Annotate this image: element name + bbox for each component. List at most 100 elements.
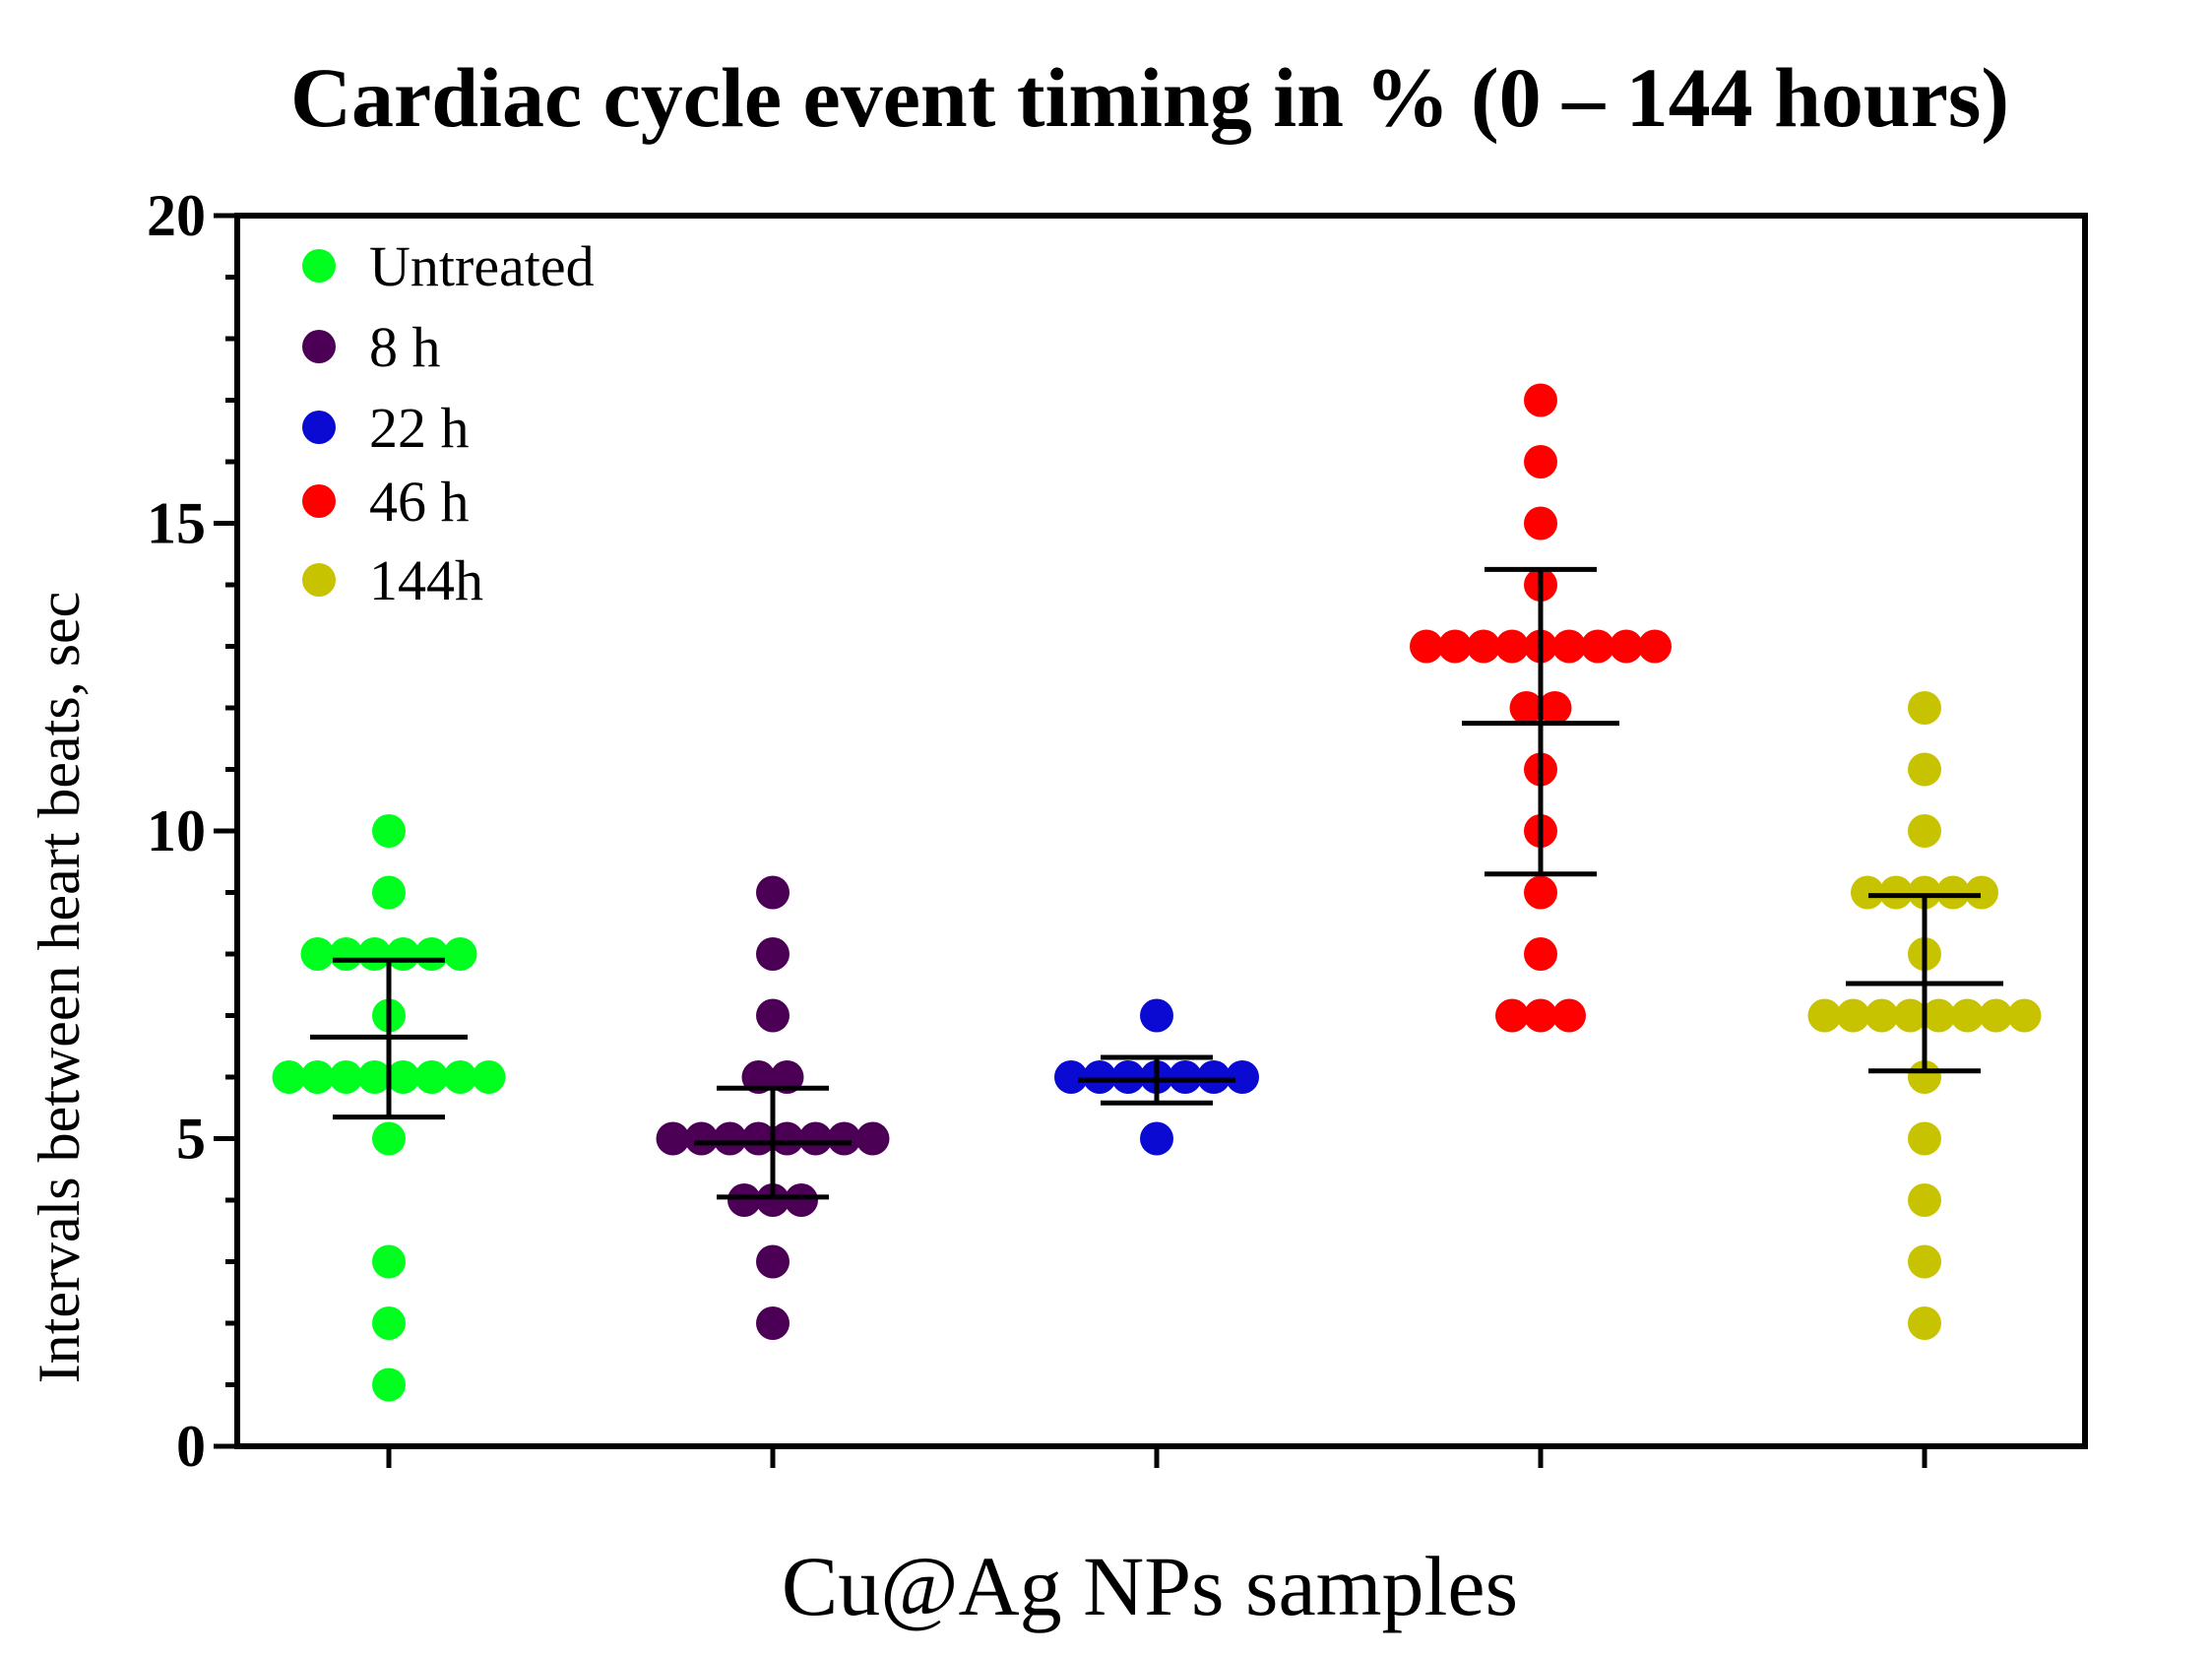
data-point	[1851, 875, 1884, 910]
x-axis	[386, 1446, 1928, 1468]
data-point	[1140, 998, 1173, 1033]
data-point	[300, 1060, 335, 1094]
data-point	[386, 1060, 420, 1094]
data-point	[1908, 1183, 1941, 1217]
data-point	[414, 937, 449, 971]
data-point	[1410, 629, 1443, 664]
data-point	[357, 937, 392, 971]
data-point	[1495, 998, 1529, 1033]
data-point	[1908, 814, 1941, 848]
data-point	[1879, 875, 1913, 910]
data-point	[1524, 998, 1557, 1033]
data-point	[756, 937, 790, 971]
data-point	[1524, 383, 1557, 417]
data-point	[741, 1060, 776, 1094]
mean-sd-bars	[310, 566, 2003, 1200]
data-point	[1438, 629, 1472, 664]
data-point	[386, 937, 420, 971]
data-point	[372, 1244, 406, 1279]
chart-title: Cardiac cycle event timing in % (0 – 144…	[290, 50, 2009, 145]
data-point	[855, 1121, 890, 1156]
data-point	[1908, 1306, 1941, 1340]
data-point	[1908, 752, 1941, 787]
data-point	[756, 1183, 790, 1217]
legend-marker	[302, 330, 336, 363]
legend-marker	[302, 563, 336, 597]
data-point	[684, 1121, 719, 1156]
data-point	[372, 1368, 406, 1402]
data-point	[372, 1306, 406, 1340]
data-point	[741, 1121, 776, 1156]
data-point	[1169, 1060, 1202, 1094]
data-point	[1524, 875, 1557, 910]
data-point	[827, 1121, 861, 1156]
data-point	[1908, 1121, 1941, 1156]
data-point	[300, 937, 335, 971]
y-tick-label: 5	[176, 1107, 206, 1172]
plot-frame	[234, 213, 2088, 1449]
data-points	[272, 383, 2042, 1402]
data-point	[1908, 1244, 1941, 1279]
x-axis-label: Cu@Ag NPs samples	[782, 1539, 1518, 1633]
data-point	[443, 937, 477, 971]
data-point	[1054, 1060, 1088, 1094]
data-point	[1538, 691, 1572, 725]
data-point	[2007, 998, 2042, 1033]
y-axis-label: Intervals between heart beats, sec	[27, 592, 92, 1384]
legend-marker	[302, 411, 336, 444]
legend-marker	[302, 484, 336, 518]
data-point	[1979, 998, 2013, 1033]
data-point	[727, 1183, 761, 1217]
data-point	[1552, 998, 1586, 1033]
data-point	[1893, 998, 1928, 1033]
data-point	[372, 1121, 406, 1156]
data-point	[1965, 875, 1998, 910]
data-point	[1083, 1060, 1116, 1094]
data-point	[1908, 875, 1941, 910]
data-point	[1836, 998, 1870, 1033]
data-point	[656, 1121, 690, 1156]
y-tick-label: 0	[176, 1414, 206, 1479]
data-point	[1922, 998, 1956, 1033]
data-point	[785, 1183, 818, 1217]
data-point	[770, 1121, 804, 1156]
legend-label: Untreated	[369, 234, 595, 298]
data-point	[1936, 875, 1970, 910]
data-point	[1950, 998, 1985, 1033]
data-point	[329, 937, 363, 971]
y-tick-label: 15	[147, 491, 206, 556]
data-point	[1226, 1060, 1259, 1094]
data-point	[1864, 998, 1899, 1033]
data-point	[756, 1306, 790, 1340]
data-point	[1610, 629, 1643, 664]
data-point	[1552, 629, 1586, 664]
data-point	[756, 998, 790, 1033]
data-point	[1524, 937, 1557, 971]
data-point	[472, 1060, 506, 1094]
data-point	[1807, 998, 1842, 1033]
legend-label: 8 h	[369, 315, 441, 379]
data-point	[756, 1244, 790, 1279]
data-point	[1524, 445, 1557, 478]
data-point	[1908, 691, 1941, 725]
data-point	[272, 1060, 306, 1094]
data-point	[372, 875, 406, 910]
legend-label: 22 h	[369, 396, 470, 460]
legend-label: 46 h	[369, 470, 470, 534]
data-point	[798, 1121, 833, 1156]
data-point	[1638, 629, 1672, 664]
y-axis: 0 5 10 15 20	[147, 183, 237, 1479]
data-point	[357, 1060, 392, 1094]
legend-marker	[302, 249, 336, 283]
legend: Untreated 8 h 22 h 46 h 144h	[302, 234, 595, 612]
data-point	[1467, 629, 1500, 664]
data-point	[1581, 629, 1614, 664]
data-point	[1509, 691, 1544, 725]
data-point	[443, 1060, 477, 1094]
y-tick-label: 20	[147, 183, 206, 248]
data-point	[770, 1060, 804, 1094]
data-point	[1495, 629, 1529, 664]
data-point	[1111, 1060, 1145, 1094]
